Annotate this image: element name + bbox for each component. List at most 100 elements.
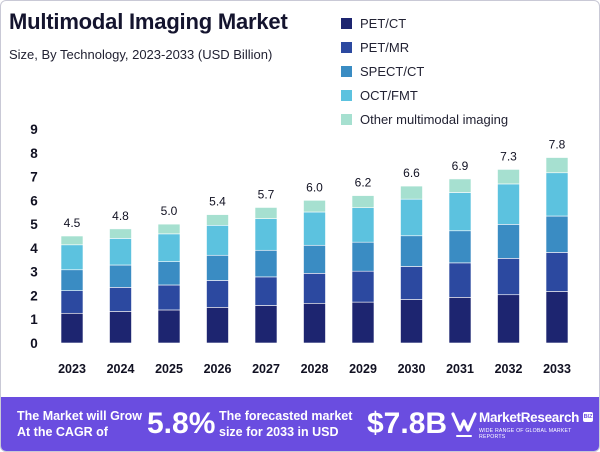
x-tick-label: 2029 [349,362,377,376]
y-tick-label: 6 [30,193,38,208]
bar-segment [109,287,132,312]
bar-segment [157,233,181,262]
bar-segment [157,261,181,286]
y-tick-label: 3 [30,265,38,280]
x-tick-label: 2031 [446,362,474,376]
x-tick-label: 2030 [398,362,426,376]
logo-mark-icon [451,412,477,437]
bar-total-label: 7.3 [500,149,517,163]
bar-segment [206,225,229,256]
logo-name: MarketResearch [479,410,580,425]
x-tick-label: 2028 [301,362,329,376]
bar-total-label: 6.0 [306,180,323,194]
x-tick-label: 2033 [543,362,571,376]
bar-total-label: 6.6 [403,166,420,180]
bar-total-label: 5.7 [258,187,275,201]
bar-segment [351,241,375,272]
bar-segment [206,280,229,308]
legend: PET/CT PET/MR SPECT/CT OCT/FMT Other mul… [341,11,508,131]
bar-segment [109,264,132,288]
bar-segment [448,230,472,264]
bar-segment [400,185,423,200]
bar-segment [254,249,278,278]
bar-segment [545,215,569,253]
stacked-bar-chart: 0 1 2 3 4 5 6 7 8 9 4.5 2023 4.8 2024 5.0 2025 5.4 2026 5.… [30,122,571,376]
bar-segment [303,244,326,274]
bar-segment [448,192,472,232]
bar-segment [497,169,520,185]
bar-segment [545,291,569,344]
bar-total-label: 6.2 [355,176,372,190]
bar-total-label: 4.8 [112,209,129,223]
bar-segment [254,305,278,344]
bar-total-label: 6.9 [452,159,469,173]
legend-swatch-other [341,113,352,125]
legend-swatch-oct-fmt [341,89,352,101]
bar-segment [545,157,569,174]
legend-label-pet-ct: PET/CT [360,15,407,31]
x-tick-label: 2025 [155,362,183,376]
bar-segment [254,276,278,306]
bar-segment [400,198,423,237]
x-tick-label: 2023 [58,362,86,376]
bar-segment [254,218,278,251]
legend-swatch-pet-mr [341,41,352,53]
y-tick-label: 1 [30,312,38,327]
y-tick-label: 7 [30,170,38,185]
y-tick-label: 2 [30,288,38,303]
bar-total-label: 7.8 [549,138,566,152]
bar-segment [400,266,423,300]
x-tick-label: 2026 [204,362,232,376]
bar-segment [254,207,278,219]
bar-segment [497,258,520,296]
bar-segment [109,238,132,266]
bar-segment [60,312,84,344]
legend-label-spect-ct: SPECT/CT [360,63,425,79]
cagr-label: The Market will Grow At the CAGR of [17,408,142,440]
bar-segment [60,269,84,291]
legend-item-pet-mr: PET/MR [341,35,508,59]
y-tick-label: 9 [30,122,38,137]
legend-item-other: Other multimodal imaging [341,107,508,131]
bar-segment [497,224,520,259]
forecast-label-line-1: The forecasted market [219,409,353,423]
logo-badge: BIZ [583,412,593,422]
bar-segment [351,207,375,243]
x-tick-label: 2024 [107,362,135,376]
bar-segment [351,195,375,209]
legend-item-spect-ct: SPECT/CT [341,59,508,83]
forecast-label: The forecasted market size for 2033 in U… [219,408,352,440]
bar-total-label: 5.0 [161,204,178,218]
bar-segment [60,235,84,246]
bar-segment [400,299,423,344]
legend-item-pet-ct: PET/CT [341,11,508,35]
bar-segment [303,273,326,304]
bar-segment [206,214,229,226]
bar-segment [545,172,569,217]
y-tick-label: 8 [30,146,38,161]
legend-swatch-spect-ct [341,65,352,77]
y-tick-label: 4 [30,241,38,256]
marketresearch-logo: MarketResearch BIZ WIDE RANGE OF GLOBAL … [451,405,596,445]
chart-subtitle: Size, By Technology, 2023-2033 (USD Bill… [9,47,273,62]
bar-segment [400,235,423,267]
legend-label-oct-fmt: OCT/FMT [360,87,418,103]
x-tick-label: 2032 [495,362,523,376]
bar-segment [303,302,326,344]
bar-segment [497,183,520,225]
cagr-label-line-2: At the CAGR of [17,425,108,439]
legend-item-oct-fmt: OCT/FMT [341,83,508,107]
bar-segment [497,294,520,344]
chart-title: Multimodal Imaging Market [9,9,288,34]
bar-segment [303,200,326,213]
bar-segment [303,211,326,246]
bar-segment [351,301,375,344]
cagr-label-line-1: The Market will Grow [17,409,143,423]
logo-tagline: WIDE RANGE OF GLOBAL MARKET REPORTS [479,428,572,440]
bar-segment [157,309,181,344]
bar-segment [157,223,181,235]
footer-banner: The Market will Grow At the CAGR of 5.8%… [1,397,599,451]
bar-segment [60,244,84,271]
bar-segment [206,307,229,344]
